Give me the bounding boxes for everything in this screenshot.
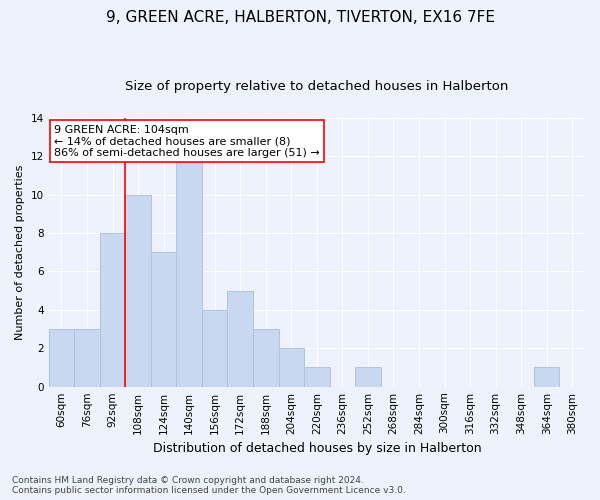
Bar: [202, 310, 227, 386]
Bar: [74, 329, 100, 386]
Text: 9 GREEN ACRE: 104sqm
← 14% of detached houses are smaller (8)
86% of semi-detach: 9 GREEN ACRE: 104sqm ← 14% of detached h…: [54, 124, 320, 158]
Bar: [304, 368, 329, 386]
Text: Contains HM Land Registry data © Crown copyright and database right 2024.
Contai: Contains HM Land Registry data © Crown c…: [12, 476, 406, 495]
Bar: [227, 290, 253, 386]
Bar: [355, 368, 380, 386]
Bar: [278, 348, 304, 387]
Bar: [253, 329, 278, 386]
Bar: [151, 252, 176, 386]
X-axis label: Distribution of detached houses by size in Halberton: Distribution of detached houses by size …: [152, 442, 481, 455]
Bar: [125, 194, 151, 386]
Bar: [176, 156, 202, 386]
Bar: [534, 368, 559, 386]
Bar: [100, 233, 125, 386]
Text: 9, GREEN ACRE, HALBERTON, TIVERTON, EX16 7FE: 9, GREEN ACRE, HALBERTON, TIVERTON, EX16…: [106, 10, 494, 25]
Y-axis label: Number of detached properties: Number of detached properties: [15, 164, 25, 340]
Title: Size of property relative to detached houses in Halberton: Size of property relative to detached ho…: [125, 80, 509, 93]
Bar: [49, 329, 74, 386]
